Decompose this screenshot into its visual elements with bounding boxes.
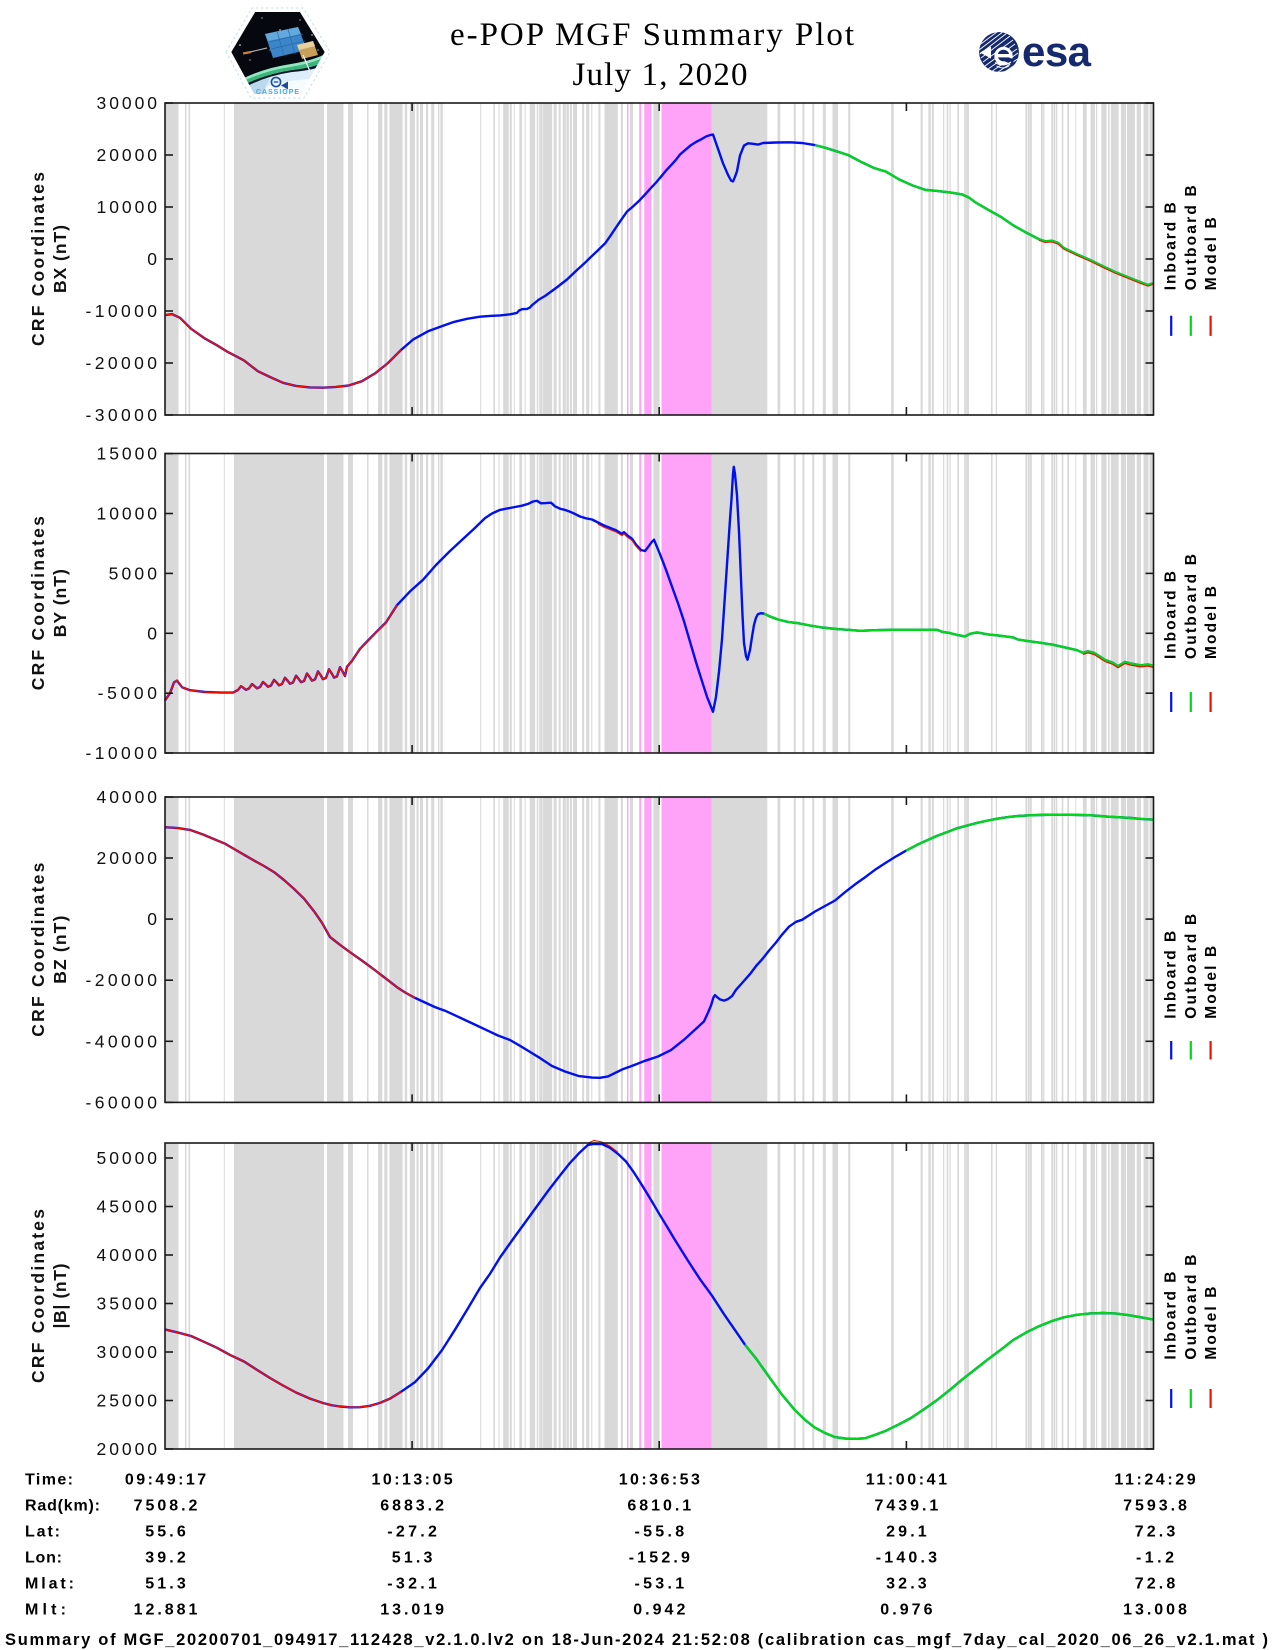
svg-text:45000: 45000 xyxy=(97,1197,158,1217)
svg-text:0: 0 xyxy=(147,249,157,269)
svg-text:0: 0 xyxy=(147,909,157,929)
svg-text:Outboard B: Outboard B xyxy=(1183,1255,1200,1360)
svg-text:BX (nT): BX (nT) xyxy=(50,225,70,293)
svg-text:51.3: 51.3 xyxy=(392,1550,433,1567)
svg-text:39.2: 39.2 xyxy=(145,1550,186,1567)
svg-text:Time:: Time: xyxy=(25,1472,73,1489)
svg-text:72.8: 72.8 xyxy=(1135,1576,1176,1593)
svg-text:0.976: 0.976 xyxy=(880,1602,932,1619)
svg-text:20000: 20000 xyxy=(97,1439,158,1459)
svg-text:Outboard B: Outboard B xyxy=(1183,914,1200,1019)
svg-text:11:24:29: 11:24:29 xyxy=(1114,1472,1195,1489)
svg-text:-40000: -40000 xyxy=(86,1031,158,1051)
svg-text:32.3: 32.3 xyxy=(886,1576,927,1593)
svg-text:20000: 20000 xyxy=(97,848,158,868)
svg-text:10000: 10000 xyxy=(97,504,158,524)
svg-text:CRF Coordinates: CRF Coordinates xyxy=(28,516,48,690)
svg-text:Mlat:: Mlat: xyxy=(25,1576,74,1593)
svg-text:30000: 30000 xyxy=(97,1342,158,1362)
svg-text:50000: 50000 xyxy=(97,1148,158,1168)
svg-text:Inboard B: Inboard B xyxy=(1163,1272,1180,1360)
svg-text:40000: 40000 xyxy=(97,1245,158,1265)
svg-text:25000: 25000 xyxy=(97,1391,158,1411)
svg-text:0: 0 xyxy=(147,623,157,643)
svg-text:Lat:: Lat: xyxy=(25,1524,60,1541)
svg-text:CRF Coordinates: CRF Coordinates xyxy=(28,862,48,1036)
svg-text:CRF Coordinates: CRF Coordinates xyxy=(28,172,48,346)
svg-text:Inboard B: Inboard B xyxy=(1163,931,1180,1019)
svg-text:11:00:41: 11:00:41 xyxy=(866,1472,947,1489)
svg-text:Summary of MGF_20200701_094917: Summary of MGF_20200701_094917_112428_v2… xyxy=(5,1631,1268,1649)
svg-text:-20000: -20000 xyxy=(86,970,158,990)
svg-text:BZ (nT): BZ (nT) xyxy=(50,916,70,984)
svg-text:7439.1: 7439.1 xyxy=(875,1498,939,1515)
svg-text:-53.1: -53.1 xyxy=(635,1576,685,1593)
svg-text:20000: 20000 xyxy=(97,145,158,165)
svg-text:55.6: 55.6 xyxy=(145,1524,186,1541)
svg-text:7508.2: 7508.2 xyxy=(134,1498,198,1515)
svg-text:|B| (nT): |B| (nT) xyxy=(50,1264,70,1329)
svg-text:29.1: 29.1 xyxy=(886,1524,927,1541)
svg-text:51.3: 51.3 xyxy=(145,1576,186,1593)
svg-text:35000: 35000 xyxy=(97,1294,158,1314)
svg-text:Outboard B: Outboard B xyxy=(1183,554,1200,659)
svg-text:July 1, 2020: July 1, 2020 xyxy=(573,57,748,93)
svg-text:-27.2: -27.2 xyxy=(387,1524,437,1541)
svg-text:-10000: -10000 xyxy=(86,301,158,321)
svg-text:12.881: 12.881 xyxy=(134,1602,198,1619)
svg-text:72.3: 72.3 xyxy=(1135,1524,1176,1541)
svg-text:13.008: 13.008 xyxy=(1123,1602,1187,1619)
svg-text:-20000: -20000 xyxy=(86,353,158,373)
svg-text:CASSIOPE: CASSIOPE xyxy=(256,89,300,96)
svg-text:Mlt:: Mlt: xyxy=(25,1602,66,1619)
svg-text:-60000: -60000 xyxy=(86,1092,158,1112)
svg-text:Inboard B: Inboard B xyxy=(1163,202,1180,290)
svg-text:40000: 40000 xyxy=(97,787,158,807)
svg-text:BY (nT): BY (nT) xyxy=(50,569,70,637)
svg-text:Outboard B: Outboard B xyxy=(1183,185,1200,290)
svg-text:CRF Coordinates: CRF Coordinates xyxy=(28,1209,48,1383)
svg-text:Rad(km):: Rad(km): xyxy=(25,1498,100,1515)
svg-text:30000: 30000 xyxy=(97,93,158,113)
svg-text:7593.8: 7593.8 xyxy=(1123,1498,1187,1515)
svg-text:Inboard B: Inboard B xyxy=(1163,571,1180,659)
svg-text:e-POP MGF Summary Plot: e-POP MGF Summary Plot xyxy=(450,17,854,53)
svg-text:-10000: -10000 xyxy=(86,743,158,763)
svg-text:-30000: -30000 xyxy=(86,405,158,425)
svg-text:-5000: -5000 xyxy=(98,683,158,703)
svg-text:6810.1: 6810.1 xyxy=(627,1498,691,1515)
svg-text:13.019: 13.019 xyxy=(380,1602,444,1619)
svg-text:esa: esa xyxy=(1022,28,1092,75)
svg-text:6883.2: 6883.2 xyxy=(380,1498,444,1515)
svg-text:10000: 10000 xyxy=(97,197,158,217)
svg-text:15000: 15000 xyxy=(97,444,158,464)
svg-text:-55.8: -55.8 xyxy=(635,1524,685,1541)
svg-text:Lon:: Lon: xyxy=(25,1550,62,1567)
svg-text:-32.1: -32.1 xyxy=(387,1576,437,1593)
svg-text:0.942: 0.942 xyxy=(633,1602,685,1619)
